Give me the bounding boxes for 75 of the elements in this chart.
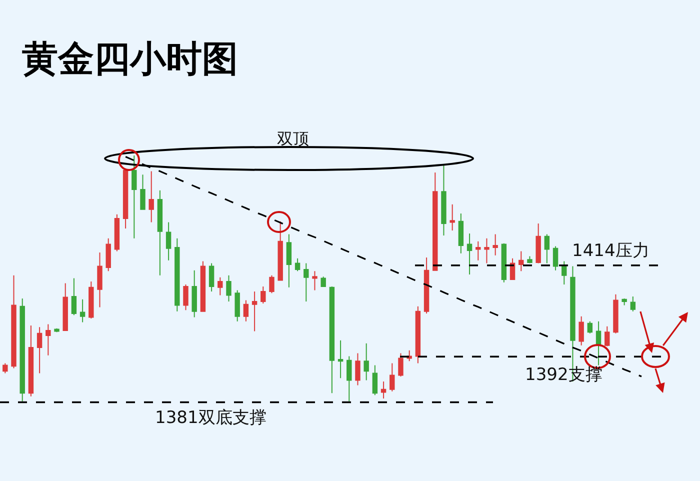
candlestick <box>88 281 94 319</box>
candlestick <box>596 320 602 366</box>
ref-line-label: 1381双底支撑 <box>155 408 266 428</box>
candlestick <box>492 234 498 256</box>
candlestick <box>415 306 421 364</box>
candlestick <box>46 324 51 356</box>
candlestick <box>218 276 223 296</box>
candlestick <box>380 380 386 399</box>
candlestick <box>183 284 188 311</box>
candlestick <box>157 190 163 276</box>
candlestick <box>518 250 524 272</box>
candlestick <box>208 262 214 292</box>
candlestick <box>304 262 309 302</box>
candlestick <box>432 172 438 271</box>
candlestick <box>562 260 567 285</box>
candlestick <box>2 362 8 374</box>
candlestick <box>28 325 34 397</box>
candlestick <box>372 364 378 396</box>
candlestick <box>552 246 558 271</box>
candlestick <box>252 291 258 332</box>
candlestick <box>466 232 472 275</box>
candlestick <box>234 290 240 322</box>
candlestick <box>54 328 60 333</box>
text: 黄金四小时图 <box>22 38 238 80</box>
candlestick <box>622 298 627 306</box>
candlestick <box>36 326 42 374</box>
candlestick <box>97 252 102 308</box>
candlestick <box>243 300 249 322</box>
candlestick <box>458 213 464 254</box>
candlestick <box>441 164 446 236</box>
candlestick <box>62 282 68 331</box>
candlestick <box>587 320 593 334</box>
candlestick <box>140 174 146 210</box>
candlestick <box>320 276 326 288</box>
candlestick <box>226 274 232 302</box>
candlestick <box>148 170 154 223</box>
candlestick <box>286 234 292 288</box>
candlestick <box>106 238 111 272</box>
candlestick <box>450 204 455 232</box>
annotation: 双顶 <box>277 129 309 148</box>
candlestick <box>166 222 172 261</box>
candlestick <box>604 326 610 347</box>
candlestick <box>476 240 481 261</box>
candlestick <box>114 214 120 252</box>
candlestick <box>278 220 283 281</box>
candlestick <box>132 155 137 239</box>
candlestick <box>312 270 318 291</box>
candlestick <box>329 286 335 394</box>
candlestick <box>390 362 395 392</box>
candlestick <box>260 286 266 304</box>
candlestick <box>424 257 430 314</box>
candlestick <box>174 238 180 312</box>
candlestick <box>122 170 128 229</box>
candlestick <box>355 352 360 386</box>
candlestick <box>527 256 532 264</box>
candlestick <box>71 278 77 316</box>
candlestick <box>192 270 197 318</box>
candlestick <box>544 234 550 264</box>
candlestick <box>269 274 274 294</box>
candlestick <box>398 352 404 378</box>
candlestick <box>613 294 618 334</box>
candlestick <box>80 298 86 323</box>
candlestick <box>536 223 541 264</box>
ref-line-label: 1414压力 <box>572 241 650 261</box>
candlestick <box>20 298 25 402</box>
candlestick <box>294 258 300 272</box>
candlestick <box>338 340 344 379</box>
candlestick <box>578 316 584 346</box>
candlestick <box>200 260 206 312</box>
candlestick <box>364 342 369 381</box>
candlestick <box>630 296 636 312</box>
candlestick <box>484 238 490 264</box>
candlestick <box>11 274 16 369</box>
candlestick <box>346 356 352 402</box>
candlestick <box>501 242 507 283</box>
